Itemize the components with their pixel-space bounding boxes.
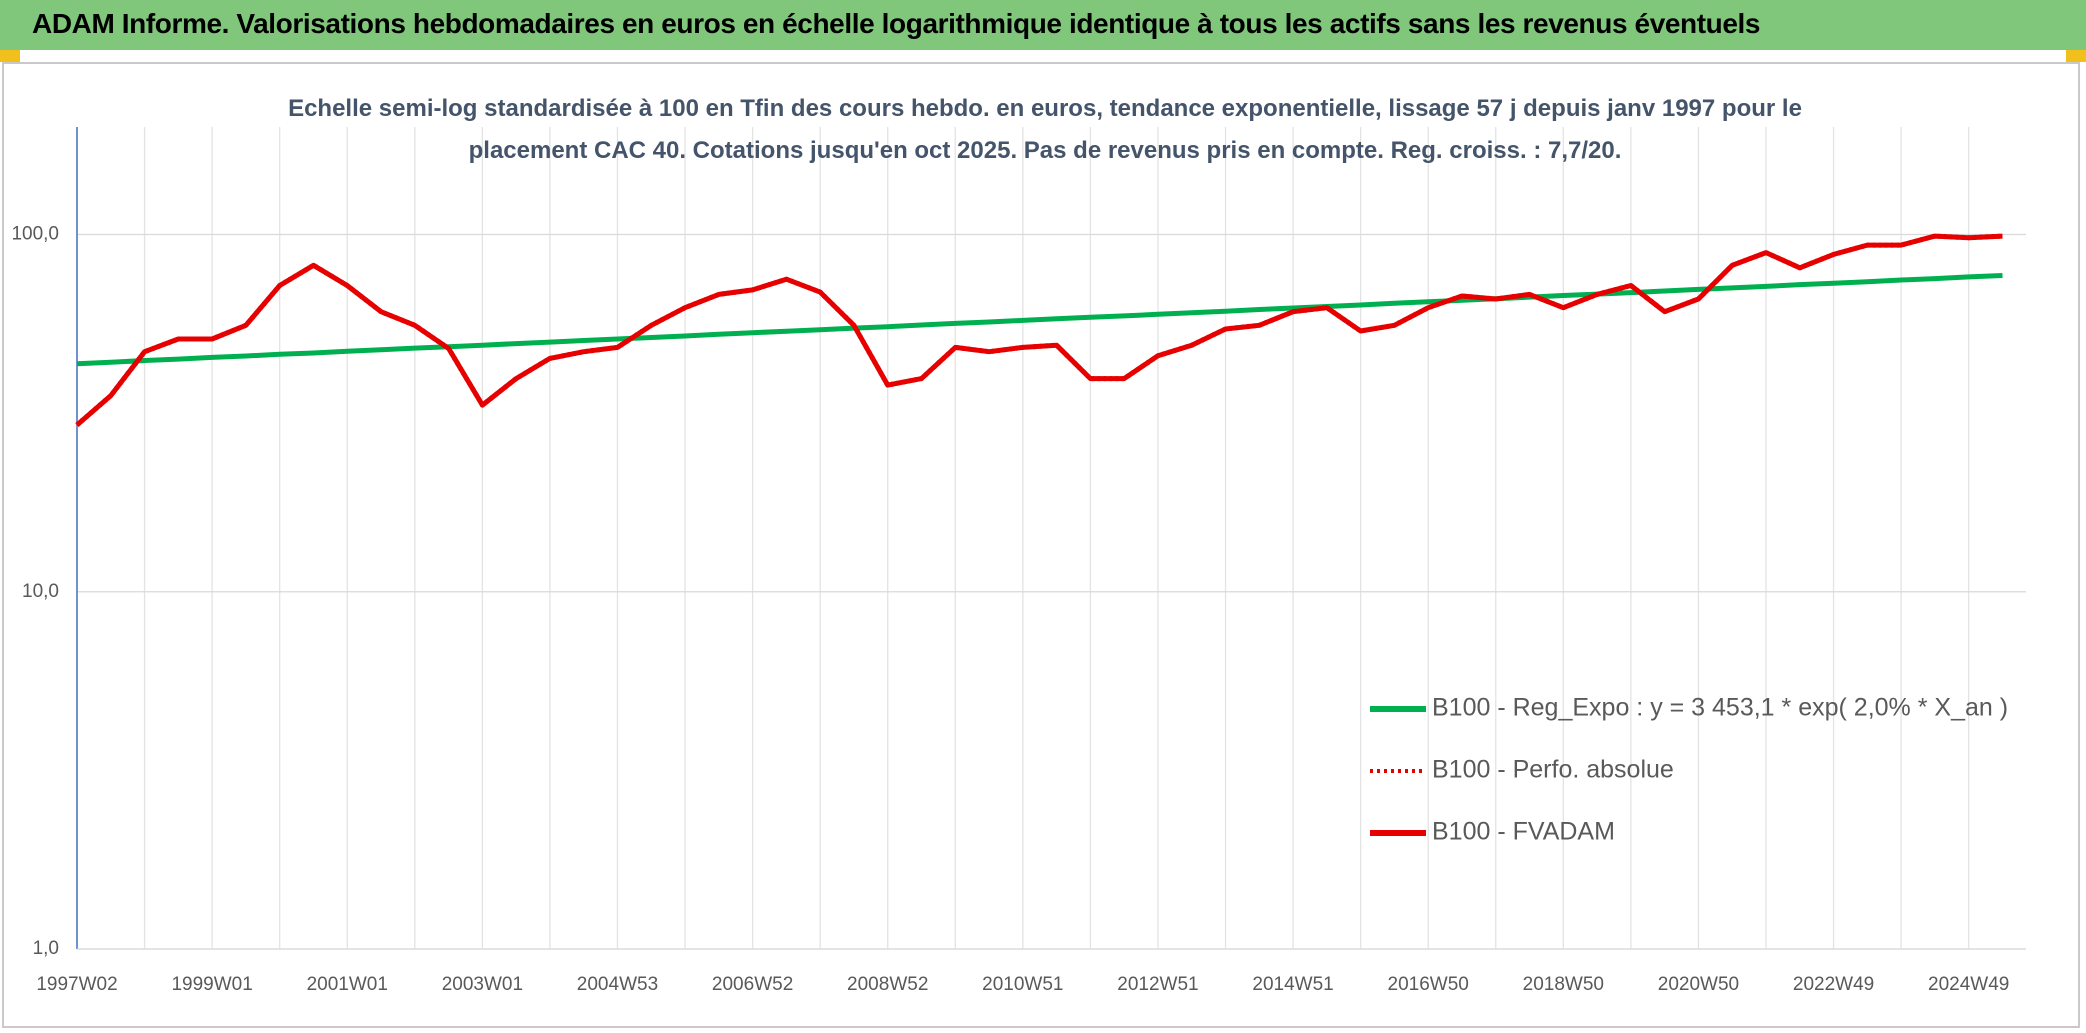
x-tick-label: 2012W51 <box>1117 974 1198 995</box>
chart-frame <box>2 62 2080 1028</box>
y-tick-label: 100,0 <box>11 224 59 245</box>
y-tick-label: 10,0 <box>22 581 59 602</box>
x-tick-label: 2014W51 <box>1252 974 1333 995</box>
x-tick-label: 2003W01 <box>442 974 523 995</box>
page-title: ADAM Informe. Valorisations hebdomadaire… <box>32 8 1761 39</box>
series-line <box>75 233 2003 427</box>
y-tick-label: 1,0 <box>33 938 59 959</box>
chart-subtitle: Echelle semi-log standardisée à 100 en T… <box>288 95 1802 164</box>
x-tick-label: 2008W52 <box>847 974 928 995</box>
x-tick-label: 2004W53 <box>577 974 658 995</box>
legend-label: B100 - Reg_Expo : y = 3 453,1 * exp( 2,0… <box>1432 694 2008 722</box>
x-tick-label: 2016W50 <box>1388 974 1469 995</box>
x-tick-label: 2022W49 <box>1793 974 1874 995</box>
corner-mark <box>0 50 20 62</box>
legend-label: B100 - FVADAM <box>1432 818 1615 846</box>
x-tick-label: 2024W49 <box>1928 974 2009 995</box>
x-tick-label: 2020W50 <box>1658 974 1739 995</box>
x-tick-label: 2010W51 <box>982 974 1063 995</box>
header-bar: ADAM Informe. Valorisations hebdomadaire… <box>0 0 2086 50</box>
x-tick-label: 2006W52 <box>712 974 793 995</box>
x-tick-label: 1997W02 <box>36 974 117 995</box>
x-tick-label: 1999W01 <box>171 974 252 995</box>
series-line <box>75 233 2003 427</box>
corner-mark <box>2066 50 2086 62</box>
x-tick-label: 2018W50 <box>1523 974 1604 995</box>
x-tick-label: 2001W01 <box>307 974 388 995</box>
series-line <box>76 273 2003 367</box>
legend-label: B100 - Perfo. absolue <box>1432 756 1674 784</box>
